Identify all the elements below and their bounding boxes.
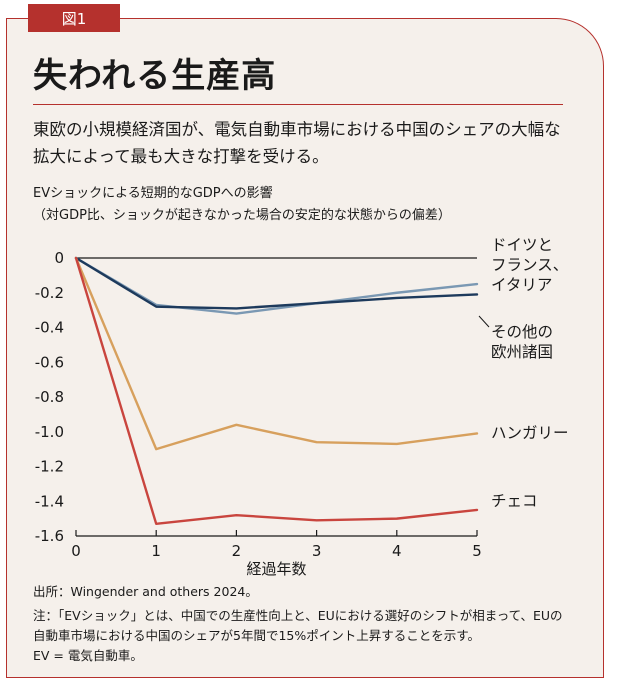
series-line (74, 256, 479, 451)
figure-card (6, 18, 604, 678)
source-note: 出所：Wingender and others 2024。 (33, 584, 258, 599)
series-line (74, 256, 479, 315)
chart-title: EVショックによる短期的なGDPへの影響 （対GDP比、ショックが起きなかった場… (33, 183, 451, 227)
y-tick-label: -0.2 (35, 284, 64, 302)
x-tick-label: 1 (151, 542, 161, 560)
series-label: ドイツとフランス、イタリア (491, 236, 568, 294)
series-line (74, 256, 479, 526)
y-tick-label: -0.8 (35, 388, 64, 406)
series-lines (74, 256, 479, 526)
x-axis-label: 経過年数 (246, 560, 306, 578)
y-tick-label: -1.2 (35, 458, 64, 476)
x-tick-label: 0 (71, 542, 81, 560)
y-tick-label: -0.6 (35, 353, 64, 371)
page-title: 失われる生産高 (33, 56, 277, 96)
note-line-3: EV = 電気自動車。 (33, 648, 143, 663)
label-leader-line (478, 315, 490, 328)
chart-title-line1: EVショックによる短期的なGDPへの影響 (33, 186, 273, 201)
y-tick-label: -0.4 (35, 319, 64, 337)
x-tick-label: 5 (472, 542, 482, 560)
x-tick-label: 4 (392, 542, 402, 560)
title-divider (33, 104, 563, 105)
subtitle: 東欧の小規模経済国が、電気自動車市場における中国のシェアの大幅な拡大によって最も… (33, 120, 561, 166)
series-label: その他の欧州諸国 (491, 323, 553, 361)
y-tick-label: -1.0 (35, 423, 64, 441)
y-tick-label: 0 (54, 249, 64, 267)
figure-label: 図1 (28, 4, 120, 32)
note-line-1: 注：「EVショック」とは、中国での生産性向上と、EUにおける選好のシフトが相まっ… (33, 608, 563, 623)
note-line-2: 自動車市場における中国のシェアが5年間で15%ポイント上昇することを示す。 (33, 628, 480, 643)
series-label: ハンガリー (491, 424, 569, 442)
x-axis-ticks: 0 1 2 3 4 5 (71, 530, 482, 560)
y-tick-label: -1.4 (35, 492, 64, 510)
y-tick-label: -1.6 (35, 527, 64, 545)
x-tick-label: 3 (312, 542, 322, 560)
chart-title-line2: （対GDP比、ショックが起きなかった場合の安定的な状態からの偏差） (33, 208, 451, 223)
footer: 出所：Wingender and others 2024。 注：「EVショック」… (33, 582, 593, 666)
series-label: チェコ (491, 492, 538, 510)
y-axis-ticks: 0 -0.2 -0.4 -0.6 -0.8 -1.0 -1.2 -1.4 -1.6 (35, 249, 64, 545)
series-line (74, 256, 479, 310)
x-tick-label: 2 (232, 542, 242, 560)
